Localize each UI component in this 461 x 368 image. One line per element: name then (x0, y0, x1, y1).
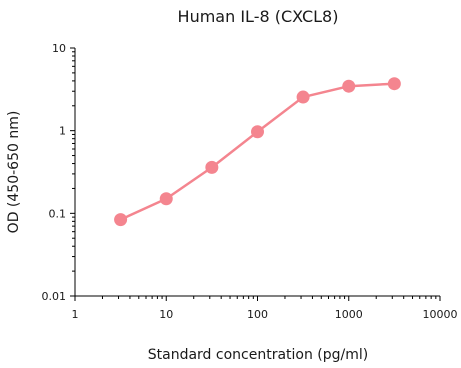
x-tick-label: 100 (247, 308, 268, 321)
y-axis-label: OD (450-650 nm) (6, 111, 22, 234)
data-point (342, 79, 356, 93)
data-point (205, 160, 219, 174)
data-point (159, 192, 173, 206)
x-tick-label: 10 (159, 308, 173, 321)
chart-title: Human IL-8 (CXCL8) (178, 7, 339, 26)
data-point (251, 125, 264, 139)
x-axis-label: Standard concentration (pg/ml) (148, 347, 369, 363)
axis-ticks: 1 10 100 1000 10000 0.01 0.1 1 10 (42, 42, 458, 321)
x-tick-label: 1000 (335, 308, 363, 321)
data-point (114, 213, 128, 227)
y-tick-label: 0.1 (49, 207, 67, 220)
series-group (114, 77, 401, 227)
x-tick-label: 10000 (423, 308, 458, 321)
x-tick-label: 1 (72, 308, 79, 321)
y-tick-label: 0.01 (42, 290, 67, 303)
y-tick-label: 10 (52, 42, 66, 55)
data-point (387, 77, 401, 91)
y-tick-label: 1 (59, 125, 66, 138)
data-point (296, 90, 310, 104)
